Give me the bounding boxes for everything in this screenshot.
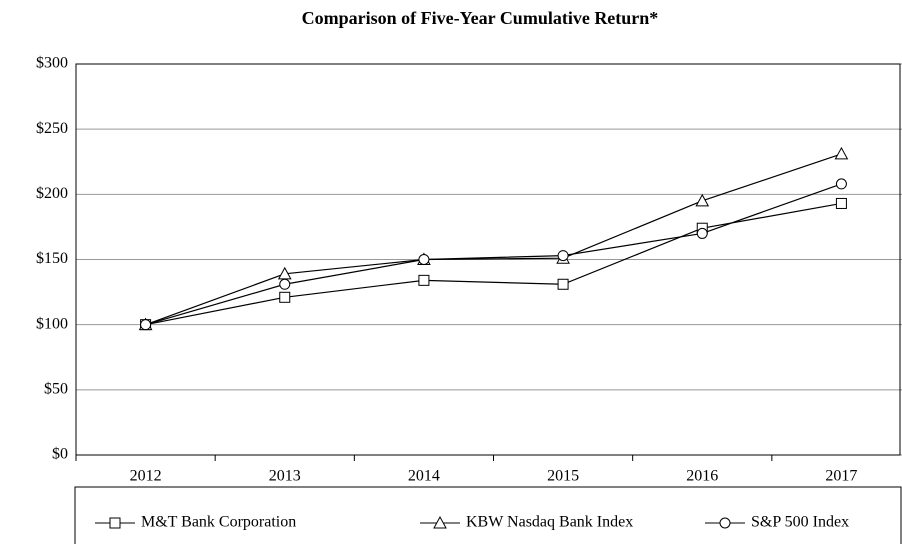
series-line: [145, 183, 842, 326]
x-tick-label: 2014: [408, 468, 440, 485]
legend-marker: [109, 517, 121, 529]
x-tick-label: 2012: [130, 468, 162, 485]
legend-label: M&T Bank Corporation: [141, 514, 296, 531]
series-line: [145, 202, 842, 326]
chart-title: Comparison of Five-Year Cumulative Retur…: [302, 8, 659, 28]
x-tick-label: 2013: [269, 468, 301, 485]
legend-marker: [433, 515, 447, 529]
marker: [279, 291, 291, 303]
y-tick-label: $50: [44, 381, 68, 398]
y-tick-label: $150: [36, 250, 68, 267]
legend-label: KBW Nasdaq Bank Index: [466, 514, 633, 531]
legend-box: [74, 486, 902, 544]
legend-marker: [719, 517, 731, 529]
marker: [696, 227, 708, 239]
legend-label: S&P 500 Index: [751, 514, 849, 531]
marker: [140, 319, 152, 331]
x-tick-label: 2017: [825, 468, 857, 485]
plot-frame: [75, 63, 901, 456]
y-tick-label: $300: [36, 55, 68, 72]
y-tick-label: $100: [36, 315, 68, 332]
marker: [557, 250, 569, 262]
marker: [834, 146, 849, 160]
marker: [418, 274, 430, 286]
x-tick-label: 2016: [686, 468, 718, 485]
marker: [835, 178, 847, 190]
x-tick-label: 2015: [547, 468, 579, 485]
marker: [418, 254, 430, 265]
marker: [557, 278, 569, 290]
y-tick-label: $0: [52, 446, 68, 463]
y-tick-label: $200: [36, 185, 68, 202]
marker: [835, 197, 847, 209]
marker: [695, 193, 710, 207]
series-line: [145, 153, 842, 326]
marker: [279, 278, 291, 290]
y-tick-label: $250: [36, 120, 68, 137]
